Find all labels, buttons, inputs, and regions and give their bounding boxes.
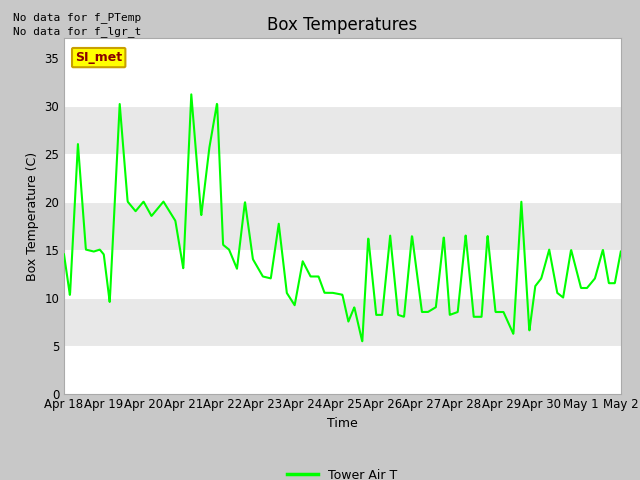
Legend: Tower Air T: Tower Air T [282,464,403,480]
Title: Box Temperatures: Box Temperatures [268,16,417,34]
Text: No data for f_PTemp: No data for f_PTemp [13,12,141,23]
Y-axis label: Box Temperature (C): Box Temperature (C) [26,151,38,281]
Bar [64,298,621,346]
Bar [64,202,621,250]
X-axis label: Time: Time [327,417,358,430]
Text: SI_met: SI_met [75,51,122,64]
Text: No data for f_lgr_t: No data for f_lgr_t [13,26,141,37]
Bar [64,106,621,154]
